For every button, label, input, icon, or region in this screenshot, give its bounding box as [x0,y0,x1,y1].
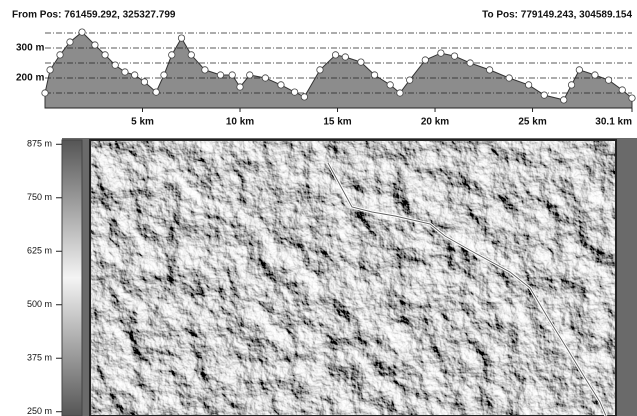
profile-marker [386,81,394,89]
profile-marker [216,71,225,79]
profile-marker [121,68,129,76]
profile-marker [396,89,404,97]
profile-marker [101,51,109,59]
profile-marker [505,74,513,82]
x-tick-label: 5 km [131,117,154,128]
color-bar [61,139,83,416]
profile-marker [168,51,176,59]
profile-marker [228,71,236,79]
x-tick-label: 15 km [323,117,351,128]
profile-marker [618,86,626,94]
y-tick-label: 300 m [16,43,44,54]
profile-marker [261,74,269,82]
profile-marker [300,93,308,101]
profile-marker [111,61,119,69]
profile-marker [177,34,186,42]
profile-marker [370,71,379,79]
profile-marker [525,81,533,89]
profile-marker [560,96,568,104]
profile-marker [437,49,445,57]
profile-marker [604,76,613,84]
profile-marker [236,83,244,91]
colorbar-label: 875 m [27,139,52,149]
profile-marker [628,94,636,102]
colorbar-label: 500 m [27,299,52,309]
from-position: From Pos: 761459.292, 325327.799 [12,10,176,21]
x-tick-label: 10 km [226,117,254,128]
x-tick-label: 30.1 km [595,117,632,128]
x-tick-label: 25 km [518,117,546,128]
profile-marker [66,38,74,46]
profile-marker [341,53,349,61]
profile-marker [575,66,583,74]
profile-marker [131,71,139,79]
profile-marker [421,56,429,64]
profile-marker [291,88,299,96]
profile-marker [567,81,576,89]
hillshade-map [90,140,616,416]
legend-panel [0,138,62,416]
profile-marker [316,66,324,74]
profile-marker [78,28,86,36]
colorbar-label: 250 m [27,406,52,416]
profile-marker [46,66,54,74]
profile-marker [406,76,414,84]
profile-marker [91,41,99,49]
profile-marker [277,81,285,89]
profile-marker [591,71,599,79]
profile-marker [201,66,209,74]
profile-marker [466,59,474,67]
profile-marker [357,58,365,66]
profile-marker [56,51,64,59]
map-border [89,139,617,416]
x-tick-label: 20 km [421,117,449,128]
to-position: To Pos: 779149.243, 304589.154 [482,10,632,21]
y-tick-label: 200 m [16,73,44,84]
profile-marker [540,91,548,99]
profile-marker [41,89,49,97]
profile-marker [140,78,149,86]
profile-marker [450,52,459,60]
route-core [327,162,607,416]
colorbar-label: 375 m [27,353,52,363]
profile-marker [331,51,340,59]
profile-marker [152,88,160,96]
profile-marker [486,66,494,74]
profile-marker [246,71,254,79]
profile-marker [187,51,195,59]
colorbar-label: 625 m [27,246,52,256]
profile-marker [160,71,168,79]
colorbar-label: 750 m [27,192,52,202]
